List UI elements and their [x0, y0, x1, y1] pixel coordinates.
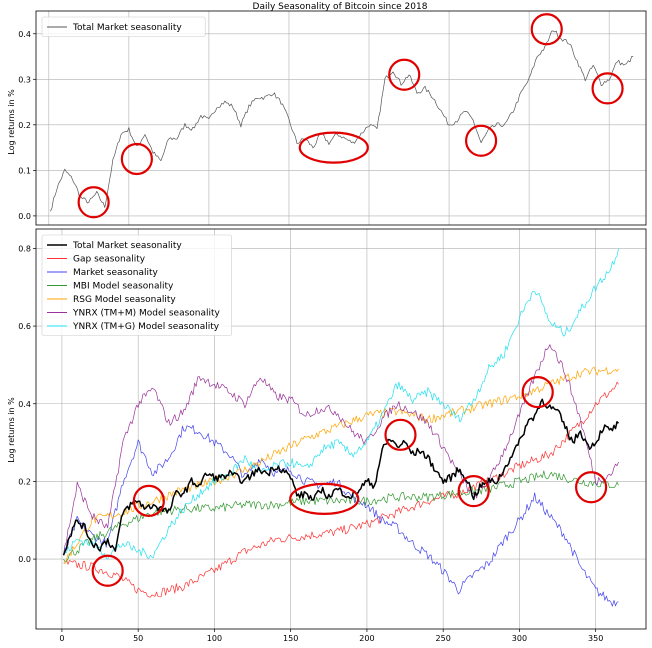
- top-highlight-circle: [77, 186, 110, 219]
- bot-series-line-0: [62, 398, 620, 556]
- top-chart-grid: [36, 11, 646, 225]
- bottom-chart-series: [62, 248, 620, 607]
- top-ytick-label: 0.4: [18, 30, 31, 39]
- bot-highlight-circle: [384, 418, 417, 451]
- bot-legend-label: YNRX (TM+G) Model seasonality: [72, 322, 220, 332]
- top-ytick-label: 0.2: [18, 121, 31, 130]
- bot-xtick-label: 200: [359, 634, 374, 643]
- bot-xtick-label: 350: [588, 634, 603, 643]
- bottom-chart-ticks: 0.0 0.2 0.4 0.6 0.8 0 50 100 150 200 250 300 350: [18, 244, 603, 643]
- bot-legend-label: MBI Model seasonality: [73, 282, 174, 292]
- top-highlight-ellipse: [298, 131, 369, 164]
- bot-xtick-label: 100: [207, 634, 222, 643]
- bot-series-line-3: [63, 470, 619, 563]
- bot-legend-label: Gap seasonality: [73, 255, 146, 265]
- top-chart-title: Daily Seasonality of Bitcoin since 2018: [253, 2, 428, 12]
- bot-ytick-label: 0.6: [18, 322, 31, 331]
- bot-series-line-5: [63, 344, 619, 556]
- bot-highlight-circle: [132, 484, 165, 517]
- bot-ytick-label: 0.4: [18, 400, 31, 409]
- bot-highlight-circle: [457, 475, 490, 508]
- top-series-line-0: [50, 30, 634, 212]
- bot-series-line-4: [63, 366, 619, 564]
- bot-legend-label: Total Market seasonality: [72, 241, 182, 251]
- bot-xtick-label: 150: [283, 634, 298, 643]
- bot-legend-box: [41, 234, 232, 336]
- bot-ytick-label: 0.0: [18, 555, 31, 564]
- top-ytick-label: 0.3: [18, 75, 31, 84]
- top-legend-label: Total Market seasonality: [72, 23, 182, 33]
- bot-ytick-label: 0.2: [18, 477, 31, 486]
- bottom-chart: Log returns in % 0.0 0.2 0.4 0.6 0.8 0 50 100 15…: [7, 228, 647, 643]
- top-chart-annotations: [77, 13, 624, 219]
- bot-xtick-label: 50: [133, 634, 143, 643]
- top-chart-frame: [35, 10, 647, 226]
- bot-highlight-ellipse: [289, 482, 360, 516]
- bot-highlight-circle: [521, 376, 554, 409]
- bot-xtick-label: 300: [512, 634, 527, 643]
- bot-legend-label: Market seasonality: [73, 268, 158, 278]
- top-highlight-circle: [591, 72, 624, 105]
- top-highlight-circle: [530, 13, 563, 46]
- bottom-chart-frame: [35, 228, 647, 630]
- top-legend-box: [41, 16, 206, 37]
- bot-ytick-label: 0.8: [18, 244, 31, 253]
- bot-xtick-label: 0: [59, 634, 64, 643]
- top-highlight-circle: [120, 142, 153, 176]
- top-ytick-label: 0.0: [18, 212, 31, 221]
- bottom-chart-legend: Total Market seasonality Gap seasonality M…: [41, 234, 232, 336]
- top-chart-series: [50, 30, 634, 212]
- top-chart: Daily Seasonality of Bitcoin since 2018 …: [7, 2, 647, 226]
- bottom-chart-ylabel: Log returns in %: [7, 397, 16, 463]
- bot-highlight-circle: [574, 471, 608, 504]
- top-ytick-label: 0.1: [18, 166, 31, 175]
- bot-legend-label: YNRX (TM+M) Model seasonality: [72, 309, 221, 319]
- bot-highlight-circle: [91, 554, 124, 587]
- bot-series-line-6: [63, 248, 619, 560]
- top-highlight-circle: [464, 124, 498, 157]
- bot-series-line-1: [63, 381, 619, 598]
- bot-legend-label: RSG Model seasonality: [73, 295, 176, 305]
- bot-xtick-label: 250: [436, 634, 451, 643]
- top-chart-ylabel: Log returns in %: [7, 89, 16, 155]
- bottom-chart-annotations: [91, 376, 608, 587]
- top-highlight-circle: [388, 58, 421, 91]
- top-chart-legend: Total Market seasonality: [41, 16, 206, 37]
- top-chart-ticks: 0.0 0.1 0.2 0.3 0.4: [18, 30, 36, 221]
